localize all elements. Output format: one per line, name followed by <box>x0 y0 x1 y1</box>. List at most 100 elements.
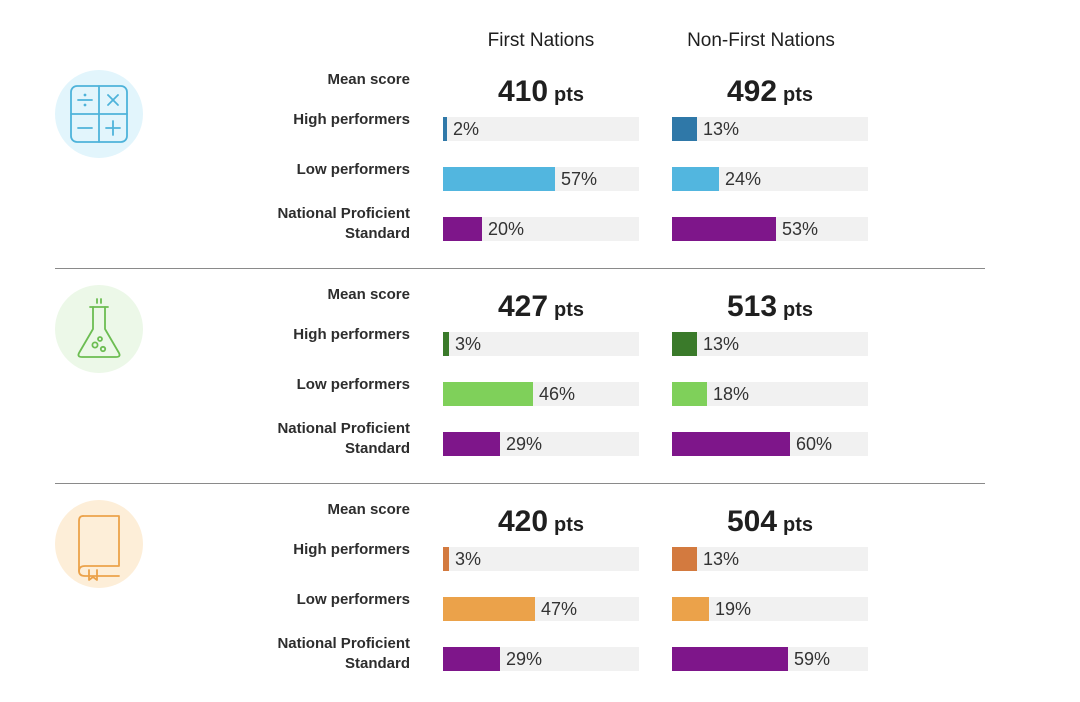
mean-score-unit: pts <box>783 514 814 536</box>
bar-value-label: 19% <box>715 599 752 619</box>
row-label-line: National Proficient <box>277 205 410 222</box>
mean-score: 504 pts <box>672 505 868 539</box>
bar-nps <box>672 432 790 456</box>
bar-value-label: 18% <box>713 384 750 404</box>
row-label-national-proficient-standard: National Proficient Standard <box>210 204 410 244</box>
mean-score-unit: pts <box>554 299 585 321</box>
row-label-line: National Proficient <box>277 420 410 437</box>
bar-high <box>672 547 697 571</box>
calculator-icon <box>55 70 143 158</box>
bar-value-label: 29% <box>506 649 543 669</box>
bar-low <box>443 167 555 191</box>
row-label-line: Standard <box>344 440 410 457</box>
bar-track: 24% <box>672 167 868 191</box>
bar-low <box>443 597 535 621</box>
bar-track: 19% <box>672 597 868 621</box>
subject-section: Mean score High performers Low performers N… <box>0 215 1080 484</box>
bar-track: 29% <box>443 647 639 671</box>
row-label-mean-score: Mean score <box>327 71 410 88</box>
mean-score-unit: pts <box>554 84 585 106</box>
row-label-mean-score: Mean score <box>327 286 410 303</box>
flask-icon <box>55 285 143 373</box>
bar-value-label: 13% <box>703 334 740 354</box>
bar-value-label: 47% <box>541 599 578 619</box>
bar-high <box>672 117 697 141</box>
row-label-high-performers: High performers <box>293 326 410 343</box>
mean-score-unit: pts <box>554 514 585 536</box>
bar-track: 60% <box>672 432 868 456</box>
bar-track: 53% <box>672 217 868 241</box>
row-label-mean-score: Mean score <box>327 501 410 518</box>
row-label-national-proficient-standard: National Proficient Standard <box>210 419 410 459</box>
bar-value-label: 29% <box>506 434 543 454</box>
bar-nps <box>443 217 482 241</box>
bar-value-label: 59% <box>794 649 831 669</box>
bar-track: 3% <box>443 547 639 571</box>
subject-icon-wrap <box>55 70 143 158</box>
bar-value-label: 57% <box>561 169 598 189</box>
mean-score: 420 pts <box>443 505 639 539</box>
row-label-low-performers: Low performers <box>296 161 410 178</box>
bar-value-label: 13% <box>703 119 740 139</box>
row-label-low-performers: Low performers <box>296 376 410 393</box>
bar-nps <box>672 217 776 241</box>
bar-track: 13% <box>672 332 868 356</box>
mean-score-value: 492 <box>726 75 778 108</box>
section-divider <box>55 268 985 269</box>
mean-score: 513 pts <box>672 290 868 324</box>
row-label-line: Standard <box>344 225 410 242</box>
bar-low <box>672 167 719 191</box>
mean-score-value: 513 <box>726 290 778 323</box>
mean-score: 492 pts <box>672 75 868 109</box>
subject-icon-wrap <box>55 500 143 588</box>
bar-high <box>443 117 447 141</box>
bar-track: 59% <box>672 647 868 671</box>
subject-icon-wrap <box>55 285 143 373</box>
row-label-line: Standard <box>344 655 410 672</box>
bar-low <box>672 597 709 621</box>
mean-score: 410 pts <box>443 75 639 109</box>
mean-score-unit: pts <box>783 299 814 321</box>
bar-nps <box>443 432 500 456</box>
bar-track: 2% <box>443 117 639 141</box>
bar-value-label: 20% <box>488 219 525 239</box>
bar-nps <box>443 647 500 671</box>
row-label-line: National Proficient <box>277 635 410 652</box>
row-label-low-performers: Low performers <box>296 591 410 608</box>
bar-value-label: 3% <box>455 549 482 569</box>
bar-value-label: 53% <box>782 219 819 239</box>
bar-track: 13% <box>672 547 868 571</box>
mean-score-value: 504 <box>726 505 778 538</box>
row-label-high-performers: High performers <box>293 541 410 558</box>
bar-value-label: 13% <box>703 549 740 569</box>
bar-track: 29% <box>443 432 639 456</box>
bar-track: 20% <box>443 217 639 241</box>
bar-track: 46% <box>443 382 639 406</box>
book-icon <box>55 500 143 588</box>
bar-track: 18% <box>672 382 868 406</box>
bar-value-label: 3% <box>455 334 482 354</box>
row-label-high-performers: High performers <box>293 111 410 128</box>
mean-score-value: 410 <box>497 75 549 108</box>
bar-low <box>443 382 533 406</box>
bar-track: 47% <box>443 597 639 621</box>
bar-track: 13% <box>672 117 868 141</box>
bar-high <box>443 547 449 571</box>
bar-track: 3% <box>443 332 639 356</box>
bar-track: 57% <box>443 167 639 191</box>
bar-high <box>672 332 697 356</box>
bar-low <box>672 382 707 406</box>
column-header-non-first-nations: Non-First Nations <box>687 30 835 51</box>
bar-nps <box>672 647 788 671</box>
mean-score: 427 pts <box>443 290 639 324</box>
section-divider <box>55 483 985 484</box>
bar-high <box>443 332 449 356</box>
bar-value-label: 46% <box>539 384 576 404</box>
column-header-first-nations: First Nations <box>487 30 595 51</box>
mean-score-unit: pts <box>783 84 814 106</box>
mean-score-value: 420 <box>497 505 549 538</box>
bar-value-label: 24% <box>725 169 762 189</box>
subject-section: Mean score High performers Low performers N… <box>0 0 1080 269</box>
subject-section: Mean score High performers Low performers N… <box>0 430 1080 672</box>
mean-score-value: 427 <box>497 290 549 323</box>
